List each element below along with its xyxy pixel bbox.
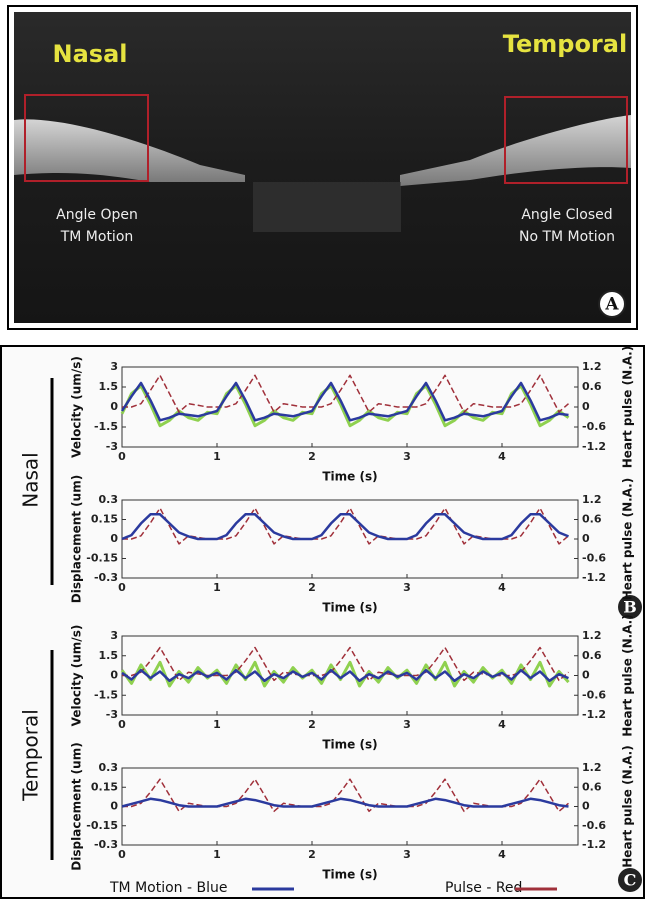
y2-tick-label: -1.2 <box>582 440 606 453</box>
y2-tick-label: 1.2 <box>582 493 602 506</box>
page: {"panel_a": {"left_title": "Nasal", "rig… <box>0 0 645 899</box>
group-label: Temporal <box>19 709 43 802</box>
x-tick-label: 1 <box>213 718 221 731</box>
y-axis-label: Displacement (um) <box>70 742 84 870</box>
y2-tick-label: 1.2 <box>582 360 602 373</box>
y2-axis-label: Heart pulse (N.A.) <box>621 745 635 867</box>
y2-tick-label: 0.6 <box>582 513 602 526</box>
x-tick-label: 0 <box>118 581 126 594</box>
region-title: Nasal <box>53 40 128 68</box>
y2-tick-label: 0 <box>582 800 590 813</box>
y-tick-label: 0.15 <box>91 513 118 526</box>
y-axis-label: Velocity (um/s) <box>70 356 84 458</box>
y2-axis-label: Heart pulse (N.A.) <box>621 614 635 736</box>
x-tick-label: 0 <box>118 450 126 463</box>
y2-axis-label: Heart pulse (N.A.) <box>621 478 635 600</box>
note: Angle Open <box>56 207 138 223</box>
legend-label: Pulse - Red <box>445 880 522 896</box>
figure: Nasal Temporal Angle Open TM Motion Angl… <box>0 0 645 899</box>
y2-tick-label: 1.2 <box>582 761 602 774</box>
legend-label: TM Motion - Blue <box>109 880 227 896</box>
x-tick-label: 2 <box>308 848 316 861</box>
x-tick-label: 1 <box>213 581 221 594</box>
y2-tick-label: 0.6 <box>582 380 602 393</box>
x-tick-label: 1 <box>213 848 221 861</box>
y2-tick-label: 0.6 <box>582 780 602 793</box>
x-tick-label: 2 <box>308 450 316 463</box>
y2-axis-label: Heart pulse (N.A.) <box>621 346 635 468</box>
lens <box>253 182 401 232</box>
y-tick-label: -1.5 <box>94 688 118 701</box>
y-tick-label: 3 <box>110 629 118 642</box>
y2-tick-label: -0.6 <box>582 819 606 832</box>
y-tick-label: 0 <box>110 669 118 682</box>
y-tick-label: -3 <box>106 708 118 721</box>
y-axis-label: Displacement (um) <box>70 475 84 603</box>
y-tick-label: -3 <box>106 440 118 453</box>
y-tick-label: -0.15 <box>86 819 118 832</box>
note: No TM Motion <box>519 229 615 245</box>
x-tick-label: 4 <box>498 848 506 861</box>
x-tick-label: 0 <box>118 848 126 861</box>
x-tick-label: 2 <box>308 581 316 594</box>
y2-tick-label: -1.2 <box>582 571 606 584</box>
x-axis-label: Time (s) <box>322 738 377 752</box>
group-label: Nasal <box>19 452 43 507</box>
x-tick-label: 3 <box>403 581 411 594</box>
x-tick-label: 2 <box>308 718 316 731</box>
y-tick-label: 0 <box>110 532 118 545</box>
panel-letter: C <box>624 871 637 890</box>
y2-tick-label: -0.6 <box>582 552 606 565</box>
panel-letter: A <box>604 295 619 315</box>
y-tick-label: 3 <box>110 360 118 373</box>
note: Angle Closed <box>521 207 612 223</box>
y-tick-label: 1.5 <box>99 380 119 393</box>
region-title: Temporal <box>503 30 627 58</box>
x-axis-label: Time (s) <box>322 868 377 882</box>
y2-tick-label: 0 <box>582 669 590 682</box>
x-tick-label: 4 <box>498 718 506 731</box>
x-tick-label: 4 <box>498 450 506 463</box>
x-tick-label: 3 <box>403 848 411 861</box>
x-axis-label: Time (s) <box>322 601 377 615</box>
y2-tick-label: 1.2 <box>582 629 602 642</box>
y-tick-label: -0.3 <box>94 838 118 851</box>
x-tick-label: 1 <box>213 450 221 463</box>
y-tick-label: 0.15 <box>91 780 118 793</box>
y-tick-label: 0 <box>110 400 118 413</box>
y-tick-label: 0 <box>110 800 118 813</box>
x-axis-label: Time (s) <box>322 470 377 484</box>
y2-tick-label: 0 <box>582 400 590 413</box>
x-tick-label: 4 <box>498 581 506 594</box>
y-tick-label: -0.15 <box>86 552 118 565</box>
x-tick-label: 3 <box>403 450 411 463</box>
y-tick-label: 0.3 <box>99 761 119 774</box>
y2-tick-label: 0 <box>582 532 590 545</box>
x-tick-label: 3 <box>403 718 411 731</box>
y-tick-label: 1.5 <box>99 649 119 662</box>
y-tick-label: 0.3 <box>99 493 119 506</box>
y2-tick-label: -1.2 <box>582 838 606 851</box>
x-tick-label: 0 <box>118 718 126 731</box>
y-tick-label: -0.3 <box>94 571 118 584</box>
note: TM Motion <box>60 229 134 245</box>
y-axis-label: Velocity (um/s) <box>70 625 84 727</box>
y-tick-label: -1.5 <box>94 420 118 433</box>
y2-tick-label: -0.6 <box>582 688 606 701</box>
y2-tick-label: -0.6 <box>582 420 606 433</box>
y2-tick-label: 0.6 <box>582 649 602 662</box>
y2-tick-label: -1.2 <box>582 708 606 721</box>
